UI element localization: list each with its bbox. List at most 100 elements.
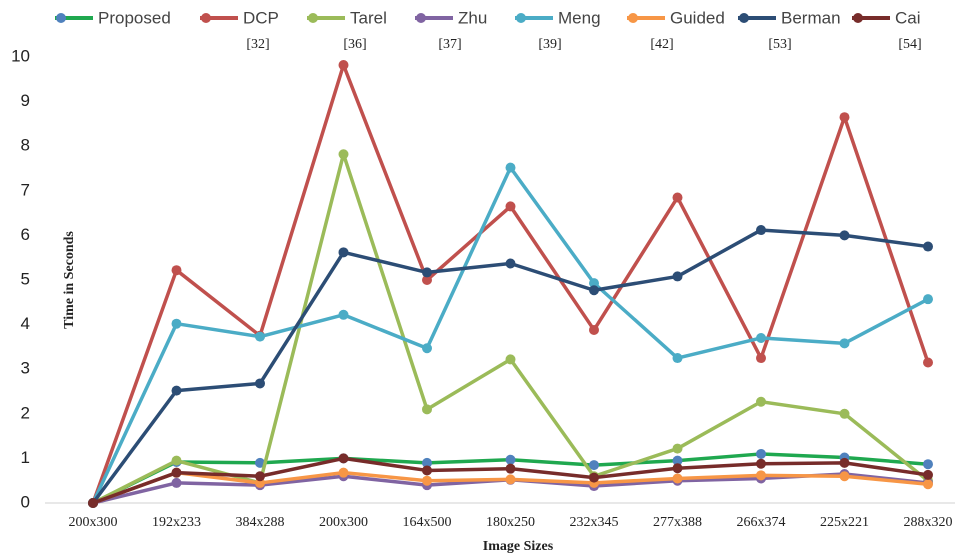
- point: [923, 294, 933, 305]
- point: [338, 467, 349, 478]
- x-tick-label: 200x300: [319, 515, 368, 530]
- point: [255, 331, 265, 342]
- x-tick-label: 192x233: [152, 515, 201, 530]
- legend-label: Berman: [781, 8, 841, 27]
- point: [839, 457, 850, 468]
- legend-label: Proposed: [98, 8, 171, 27]
- legend-reference: [54]: [898, 37, 921, 52]
- point: [756, 353, 766, 364]
- point: [505, 258, 516, 269]
- legend-marker: [628, 13, 638, 23]
- y-tick-label: 10: [11, 46, 30, 65]
- point: [171, 477, 182, 488]
- point: [756, 448, 766, 459]
- point: [422, 457, 432, 468]
- point: [923, 357, 933, 368]
- y-tick-label: 3: [21, 359, 30, 378]
- y-tick-label: 2: [21, 403, 30, 422]
- y-axis-title: Time in Seconds: [62, 231, 77, 329]
- legend-label: DCP: [243, 8, 279, 27]
- legend-label: Meng: [558, 8, 601, 27]
- point: [923, 469, 933, 480]
- point: [756, 225, 766, 236]
- legend-reference: [42]: [650, 37, 673, 52]
- point: [672, 353, 683, 364]
- point: [338, 149, 349, 160]
- point: [839, 230, 850, 241]
- point: [255, 378, 265, 389]
- legend-reference: [39]: [538, 37, 561, 52]
- y-tick-label: 7: [21, 180, 30, 199]
- y-tick-label: 4: [21, 314, 30, 333]
- legend-marker: [308, 13, 318, 23]
- legend-marker: [56, 13, 66, 23]
- point: [422, 275, 432, 285]
- point: [505, 463, 516, 474]
- point: [338, 453, 349, 464]
- point: [422, 343, 432, 354]
- legend-reference: [37]: [438, 37, 461, 52]
- point: [756, 396, 766, 407]
- legend-reference: [36]: [343, 37, 366, 52]
- point: [839, 338, 850, 349]
- point: [171, 385, 182, 396]
- y-tick-label: 5: [21, 269, 30, 288]
- legend-label: Cai: [895, 8, 921, 27]
- x-tick-label: 225x221: [820, 515, 869, 530]
- point: [422, 267, 432, 278]
- point: [338, 247, 349, 258]
- x-tick-label: 232x345: [570, 515, 619, 530]
- point: [589, 285, 599, 296]
- point: [672, 192, 683, 203]
- x-tick-label: 266x374: [737, 515, 786, 530]
- point: [422, 404, 432, 415]
- point: [672, 455, 683, 466]
- y-tick-label: 1: [21, 448, 30, 467]
- legend-marker: [739, 13, 749, 23]
- point: [756, 470, 766, 481]
- point: [255, 471, 265, 482]
- point: [171, 467, 182, 478]
- legend-marker: [201, 13, 211, 23]
- point: [756, 332, 766, 343]
- point: [505, 354, 516, 365]
- point: [839, 408, 850, 419]
- point: [505, 201, 516, 212]
- point: [338, 60, 349, 71]
- y-tick-label: 9: [21, 91, 30, 110]
- point: [589, 460, 599, 471]
- point: [672, 473, 683, 484]
- point: [171, 318, 182, 329]
- point: [505, 474, 516, 485]
- x-tick-label: 384x288: [236, 515, 285, 530]
- point: [422, 475, 432, 486]
- point: [338, 309, 349, 320]
- legend-reference: [32]: [246, 37, 269, 52]
- point: [839, 112, 850, 123]
- point: [756, 458, 766, 469]
- point: [923, 241, 933, 252]
- point: [171, 265, 182, 276]
- legend-marker: [853, 13, 863, 23]
- x-tick-label: 200x300: [69, 515, 118, 530]
- x-tick-label: 277x388: [653, 515, 702, 530]
- point: [88, 498, 98, 508]
- legend-label: Tarel: [350, 8, 387, 27]
- y-tick-label: 0: [21, 492, 30, 511]
- point: [923, 459, 933, 470]
- point: [589, 278, 599, 289]
- legend-reference: [53]: [768, 37, 791, 52]
- x-axis-title: Image Sizes: [483, 539, 554, 554]
- x-tick-label: 164x500: [403, 515, 452, 530]
- point: [171, 455, 182, 466]
- series-line: [91, 165, 929, 504]
- point: [589, 472, 599, 483]
- point: [672, 271, 683, 282]
- legend-marker: [416, 13, 426, 23]
- y-tick-label: 6: [21, 225, 30, 244]
- point: [672, 443, 683, 454]
- point: [589, 324, 599, 335]
- y-tick-label: 8: [21, 136, 30, 155]
- x-tick-label: 288x320: [904, 515, 953, 530]
